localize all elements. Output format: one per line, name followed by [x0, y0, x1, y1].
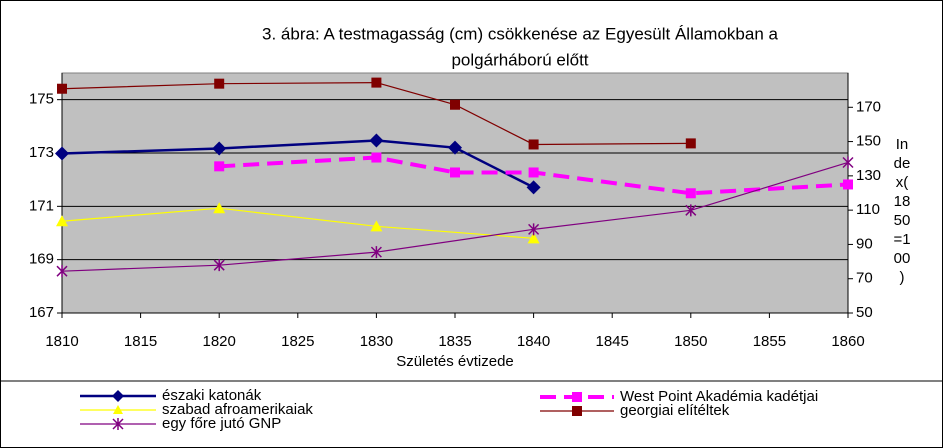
marker	[371, 152, 382, 163]
marker	[56, 215, 68, 227]
legend-marker	[113, 405, 123, 414]
series-line	[61, 161, 849, 272]
x-tick-label: 1830	[360, 333, 393, 350]
marker	[370, 246, 382, 259]
marker	[528, 167, 539, 178]
x-tick-label: 1825	[281, 333, 314, 350]
marker	[448, 140, 462, 155]
marker	[370, 220, 383, 232]
marker	[57, 83, 67, 94]
marker	[685, 188, 696, 199]
series-line	[61, 207, 534, 239]
y-tick-label: 173	[29, 144, 54, 161]
chart-title: 3. ábra: A testmagasság (cm) csökkenése …	[262, 24, 778, 43]
y2-tick-label: 70	[856, 270, 873, 287]
y-tick-label: 167	[29, 304, 54, 321]
legend-label: szabad afroamerikaiak	[162, 401, 313, 418]
x-tick-label: 1840	[517, 333, 550, 350]
y2-tick-label: 90	[856, 235, 873, 252]
marker	[56, 265, 68, 278]
legend-marker	[572, 406, 582, 416]
marker	[842, 156, 854, 169]
marker	[55, 146, 69, 161]
marker	[843, 179, 853, 190]
legend-marker	[112, 418, 124, 430]
marker	[527, 232, 540, 244]
x-tick-label: 1815	[124, 333, 157, 350]
x-tick-label: 1845	[596, 333, 629, 350]
x-axis-label: Születés évtizede	[396, 353, 514, 370]
legend-label: West Point Akadémia kadétjai	[620, 388, 818, 405]
y2-tick-label: 150	[856, 133, 881, 150]
marker	[685, 138, 696, 149]
y-tick-label: 171	[29, 197, 54, 214]
chart-title: polgárháború előtt	[451, 50, 588, 69]
x-tick-label: 1835	[438, 333, 471, 350]
x-tick-label: 1860	[831, 333, 864, 350]
x-tick-label: 1820	[203, 333, 236, 350]
marker	[214, 161, 225, 172]
legend-marker	[112, 390, 124, 402]
marker	[212, 141, 227, 156]
marker	[214, 78, 225, 89]
marker	[450, 167, 460, 178]
marker	[371, 77, 382, 88]
x-tick-label: 1855	[753, 333, 786, 350]
legend-label: egy főre jutó GNP	[162, 415, 281, 432]
y2-tick-label: 130	[856, 167, 881, 184]
series-line	[61, 81, 691, 146]
legend-label: északi katonák	[162, 387, 262, 404]
y-tick-label: 169	[29, 251, 54, 268]
marker	[528, 223, 540, 236]
marker	[369, 133, 384, 148]
y2-tick-label: 170	[856, 98, 881, 115]
plot-area	[61, 72, 849, 314]
marker	[213, 202, 226, 214]
series-line	[219, 155, 849, 196]
marker	[213, 259, 225, 272]
legend-marker	[572, 392, 582, 402]
x-tick-label: 1850	[674, 333, 707, 350]
marker	[450, 99, 460, 110]
marker	[685, 204, 697, 217]
y2-tick-label: 110	[856, 201, 880, 218]
y2-axis-label: In de x(18 50 =1 00)	[893, 136, 910, 286]
legend-label: georgiai elítéltek	[620, 402, 730, 419]
y-tick-label: 175	[29, 91, 54, 108]
marker	[526, 180, 541, 195]
marker	[528, 139, 539, 150]
y2-tick-label: 50	[856, 304, 873, 321]
x-tick-label: 1810	[45, 333, 78, 350]
